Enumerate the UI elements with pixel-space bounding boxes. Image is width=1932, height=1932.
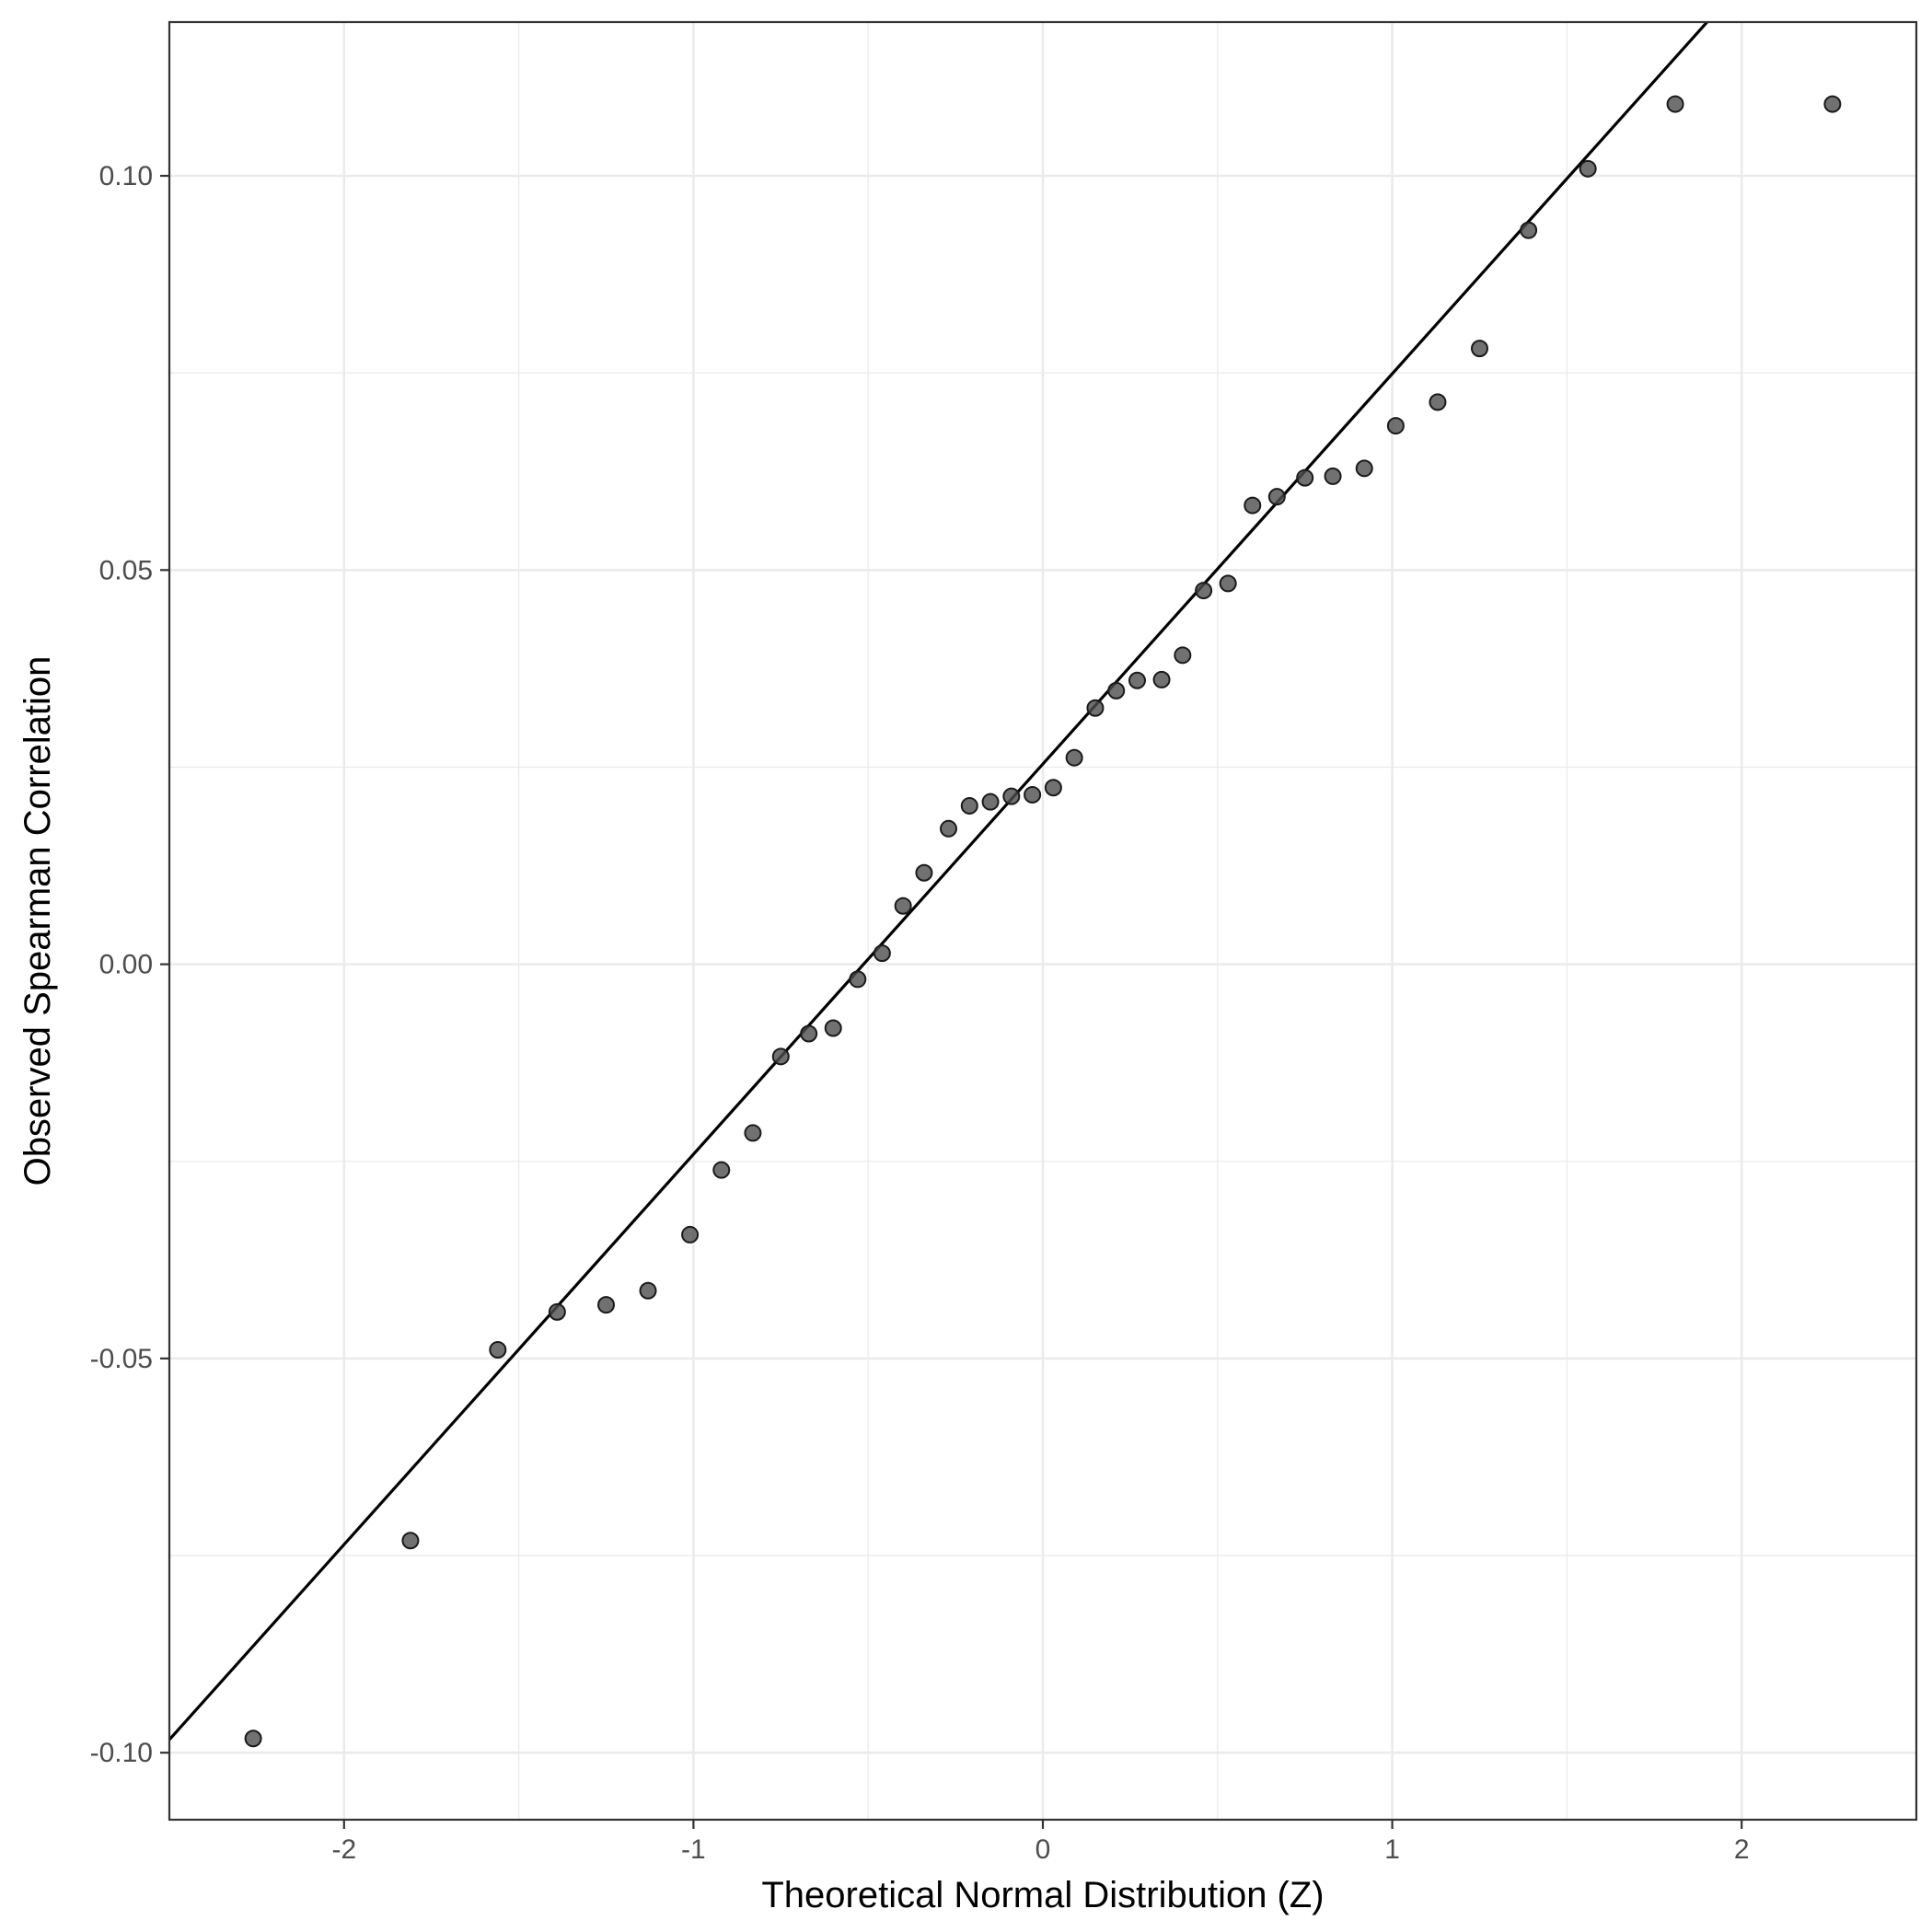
data-point	[824, 1019, 842, 1037]
y-tick-label: 0.10	[99, 161, 153, 191]
reference-line	[169, 22, 1709, 1741]
data-point	[1195, 582, 1213, 600]
points-group	[244, 95, 1842, 1748]
data-point	[597, 1296, 615, 1314]
data-point	[681, 1225, 700, 1244]
y-tick-label: 0.05	[99, 555, 153, 585]
data-point	[712, 1161, 731, 1179]
data-point	[1244, 496, 1262, 515]
x-axis-title: Theoretical Normal Distribution (Z)	[761, 1875, 1324, 1915]
data-point	[1355, 459, 1373, 478]
data-point	[800, 1024, 818, 1043]
x-tick-label: 1	[1384, 1834, 1400, 1865]
x-tick-label: -1	[681, 1834, 706, 1865]
grid-major	[169, 22, 1916, 1820]
data-point	[1666, 95, 1684, 113]
x-tick-label: -2	[331, 1834, 356, 1865]
y-tick-label: -0.10	[90, 1738, 153, 1768]
data-point	[1386, 417, 1405, 435]
data-point	[960, 796, 978, 815]
data-point	[744, 1124, 762, 1142]
data-point	[548, 1302, 566, 1321]
data-point	[1152, 670, 1171, 688]
data-point	[894, 897, 912, 915]
data-point	[849, 970, 867, 989]
y-tick-label: -0.05	[90, 1344, 153, 1374]
data-point	[639, 1281, 657, 1300]
data-point	[1296, 469, 1314, 487]
x-axis-ticks: -2 -1 0 1 2	[331, 1820, 1750, 1865]
x-tick-label: 2	[1734, 1834, 1750, 1865]
data-point	[1429, 393, 1447, 411]
reference-line-group	[169, 22, 1709, 1741]
data-point	[489, 1340, 507, 1359]
y-axis-ticks: -0.10 -0.05 0.00 0.05 0.10	[90, 161, 169, 1768]
data-point	[1174, 646, 1192, 665]
data-point	[981, 792, 1000, 811]
data-point	[1324, 467, 1342, 485]
data-point	[1086, 699, 1105, 717]
data-point	[1267, 488, 1286, 506]
data-point	[1065, 748, 1083, 767]
data-point	[1471, 340, 1488, 358]
y-tick-label: 0.00	[99, 950, 153, 980]
data-point	[1002, 787, 1021, 805]
x-tick-label: 0	[1035, 1834, 1051, 1865]
data-point	[1044, 779, 1062, 797]
data-point	[771, 1047, 790, 1066]
data-point	[1520, 221, 1538, 239]
data-point	[1823, 95, 1842, 113]
data-point	[401, 1532, 420, 1550]
data-point	[1024, 785, 1042, 804]
data-point	[1128, 671, 1146, 689]
data-point	[1219, 574, 1237, 593]
data-point	[1579, 159, 1597, 178]
data-point	[1107, 681, 1126, 700]
data-point	[915, 863, 933, 882]
y-axis-title: Observed Spearman Correlation	[17, 656, 58, 1186]
data-point	[244, 1730, 262, 1748]
data-point	[940, 819, 958, 838]
data-point	[873, 944, 891, 963]
